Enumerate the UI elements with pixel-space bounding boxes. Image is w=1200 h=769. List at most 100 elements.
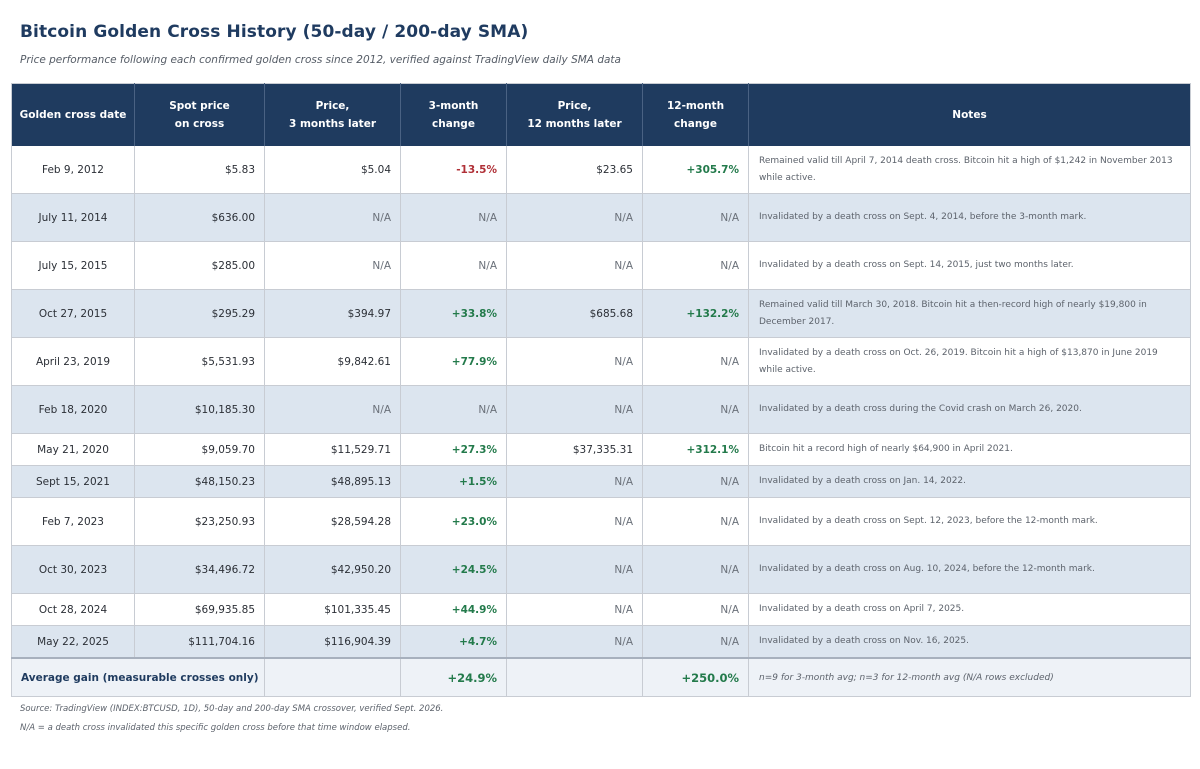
cell-change-3m: -13.5% (400, 146, 507, 194)
cell-date: Sept 15, 2021 (11, 465, 135, 498)
header-change-3m: 3-month change (400, 83, 507, 146)
header-change-12m: 12-month change (642, 83, 749, 146)
cell-change-3m: +23.0% (400, 497, 507, 546)
cell-price-12m: $23.65 (506, 146, 643, 194)
cell-note: Invalidated by a death cross on Sept. 4,… (748, 193, 1191, 242)
cell-note: Invalidated by a death cross on April 7,… (748, 593, 1191, 626)
cell-note: Invalidated by a death cross on Nov. 16,… (748, 625, 1191, 659)
cell-change-3m: +33.8% (400, 289, 507, 338)
average-label: Average gain (measurable crosses only) (11, 657, 265, 697)
cell-note: Remained valid till March 30, 2018. Bitc… (748, 289, 1191, 338)
cell-change-12m: +132.2% (642, 289, 749, 338)
average-empty-cell (264, 657, 401, 697)
average-empty-cell (506, 657, 643, 697)
cell-spot-price: $10,185.30 (134, 385, 265, 434)
header-notes: Notes (748, 83, 1191, 146)
header-spot-price: Spot price on cross (134, 83, 265, 146)
cell-change-3m: +4.7% (400, 625, 507, 659)
table-row: Feb 7, 2023 $23,250.93 $28,594.28 +23.0% N/A… (11, 497, 1191, 546)
cell-price-3m: $28,594.28 (264, 497, 401, 546)
cell-date: Oct 30, 2023 (11, 545, 135, 594)
cell-spot-price: $295.29 (134, 289, 265, 338)
table-row: Feb 18, 2020 $10,185.30 N/A N/A N/A N/A Invali… (11, 385, 1191, 434)
cell-date: Feb 9, 2012 (11, 146, 135, 194)
table-row: July 15, 2015 $285.00 N/A N/A N/A N/A Invalida… (11, 241, 1191, 290)
cell-price-12m: $685.68 (506, 289, 643, 338)
cell-change-12m: +312.1% (642, 433, 749, 466)
source-note: Source: TradingView (INDEX:BTCUSD, 1D), … (20, 704, 444, 714)
cell-price-12m: N/A (506, 337, 643, 386)
golden-cross-table: Golden cross date Spot price on cross Pri… (11, 83, 1191, 697)
cell-date: Feb 7, 2023 (11, 497, 135, 546)
cell-change-3m: +24.5% (400, 545, 507, 594)
cell-change-12m: N/A (642, 545, 749, 594)
table-row: July 11, 2014 $636.00 N/A N/A N/A N/A Invalida… (11, 193, 1191, 242)
cell-date: July 11, 2014 (11, 193, 135, 242)
cell-price-12m: N/A (506, 241, 643, 290)
table-row: May 21, 2020 $9,059.70 $11,529.71 +27.3% $37… (11, 433, 1191, 466)
average-3m-change: +24.9% (400, 657, 507, 697)
cell-price-3m: $101,335.45 (264, 593, 401, 626)
cell-change-12m: N/A (642, 385, 749, 434)
cell-spot-price: $9,059.70 (134, 433, 265, 466)
cell-spot-price: $636.00 (134, 193, 265, 242)
page-title: Bitcoin Golden Cross History (50-day / 2… (20, 22, 529, 42)
cell-price-3m: $394.97 (264, 289, 401, 338)
cell-note: Invalidated by a death cross on Aug. 10,… (748, 545, 1191, 594)
cell-change-3m: N/A (400, 385, 507, 434)
cell-date: Oct 28, 2024 (11, 593, 135, 626)
cell-price-12m: N/A (506, 593, 643, 626)
cell-price-3m: N/A (264, 241, 401, 290)
cell-date: May 21, 2020 (11, 433, 135, 466)
cell-change-3m: N/A (400, 241, 507, 290)
cell-change-3m: +1.5% (400, 465, 507, 498)
cell-date: Feb 18, 2020 (11, 385, 135, 434)
table-header-row: Golden cross date Spot price on cross Pri… (11, 83, 1191, 146)
cell-spot-price: $69,935.85 (134, 593, 265, 626)
cell-date: Oct 27, 2015 (11, 289, 135, 338)
cell-note: Invalidated by a death cross on Jan. 14,… (748, 465, 1191, 498)
cell-change-12m: N/A (642, 337, 749, 386)
cell-spot-price: $111,704.16 (134, 625, 265, 659)
cell-price-12m: N/A (506, 465, 643, 498)
table-row: Oct 28, 2024 $69,935.85 $101,335.45 +44.9% N… (11, 593, 1191, 626)
table-row: Sept 15, 2021 $48,150.23 $48,895.13 +1.5% N/… (11, 465, 1191, 498)
cell-spot-price: $23,250.93 (134, 497, 265, 546)
cell-change-12m: N/A (642, 241, 749, 290)
cell-change-12m: N/A (642, 193, 749, 242)
page-subtitle: Price performance following each confirm… (20, 54, 621, 66)
cell-spot-price: $34,496.72 (134, 545, 265, 594)
cell-spot-price: $48,150.23 (134, 465, 265, 498)
cell-note: Invalidated by a death cross on Oct. 26,… (748, 337, 1191, 386)
cell-price-3m: $11,529.71 (264, 433, 401, 466)
table-row: Oct 30, 2023 $34,496.72 $42,950.20 +24.5% N/… (11, 545, 1191, 594)
cell-price-3m: $48,895.13 (264, 465, 401, 498)
cell-price-12m: N/A (506, 385, 643, 434)
cell-note: Invalidated by a death cross during the … (748, 385, 1191, 434)
cell-change-12m: N/A (642, 625, 749, 659)
cell-note: Invalidated by a death cross on Sept. 14… (748, 241, 1191, 290)
header-price-12m: Price, 12 months later (506, 83, 643, 146)
cell-price-12m: N/A (506, 625, 643, 659)
header-price-3m: Price, 3 months later (264, 83, 401, 146)
cell-date: April 23, 2019 (11, 337, 135, 386)
cell-change-12m: N/A (642, 593, 749, 626)
cell-price-3m: $9,842.61 (264, 337, 401, 386)
average-12m-change: +250.0% (642, 657, 749, 697)
cell-price-12m: $37,335.31 (506, 433, 643, 466)
average-note: n=9 for 3-month avg; n=3 for 12-month av… (748, 657, 1191, 697)
table-row: Feb 9, 2012 $5.83 $5.04 -13.5% $23.65 +305.7%… (11, 146, 1191, 194)
na-footnote: N/A = a death cross invalidated this spe… (20, 723, 411, 733)
cell-change-3m: +44.9% (400, 593, 507, 626)
cell-spot-price: $5.83 (134, 146, 265, 194)
cell-note: Bitcoin hit a record high of nearly $64,… (748, 433, 1191, 466)
cell-change-12m: +305.7% (642, 146, 749, 194)
cell-note: Remained valid till April 7, 2014 death … (748, 146, 1191, 194)
cell-note: Invalidated by a death cross on Sept. 12… (748, 497, 1191, 546)
cell-price-12m: N/A (506, 545, 643, 594)
header-date: Golden cross date (11, 83, 135, 146)
cell-change-3m: +27.3% (400, 433, 507, 466)
cell-price-12m: N/A (506, 193, 643, 242)
cell-change-12m: N/A (642, 465, 749, 498)
table-row: April 23, 2019 $5,531.93 $9,842.61 +77.9% N/… (11, 337, 1191, 386)
